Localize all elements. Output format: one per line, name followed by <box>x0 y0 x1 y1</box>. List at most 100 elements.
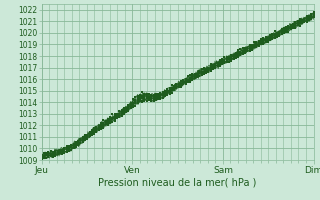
Point <box>309 12 314 16</box>
Point <box>94 127 99 130</box>
Point <box>128 104 133 107</box>
Point <box>254 45 259 49</box>
Point <box>39 155 44 158</box>
Point <box>279 32 284 35</box>
Point <box>293 22 298 25</box>
Point <box>73 145 78 148</box>
Point <box>176 82 181 86</box>
Point <box>117 114 122 117</box>
Point <box>153 95 158 98</box>
Point <box>140 94 145 98</box>
Point <box>224 58 229 61</box>
Point <box>126 107 131 110</box>
Point <box>101 123 106 127</box>
Point <box>140 94 145 97</box>
Point <box>163 95 168 98</box>
Point <box>135 102 140 105</box>
Point <box>245 49 250 53</box>
Point <box>101 125 106 128</box>
Point <box>158 92 163 95</box>
Point <box>279 27 284 31</box>
Point <box>224 55 229 58</box>
Point <box>69 144 74 147</box>
Point <box>302 18 307 21</box>
Point <box>291 26 296 30</box>
Point <box>51 151 56 154</box>
Point <box>48 153 53 157</box>
Point <box>281 32 286 35</box>
Point <box>112 113 117 116</box>
Point <box>284 28 289 31</box>
Point <box>115 116 120 119</box>
Point <box>286 26 291 30</box>
Point <box>169 89 174 92</box>
Point <box>185 74 190 78</box>
Point <box>85 133 90 136</box>
Point <box>96 126 101 129</box>
Point <box>195 72 200 76</box>
Point <box>55 151 60 154</box>
Point <box>147 97 152 101</box>
Point <box>112 119 117 122</box>
Point <box>192 74 197 77</box>
Point <box>147 99 152 102</box>
Point <box>153 98 158 101</box>
Point <box>204 71 209 75</box>
Point <box>174 83 179 86</box>
Point <box>281 28 286 32</box>
Point <box>87 133 92 136</box>
Point <box>76 142 81 145</box>
Point <box>55 150 60 153</box>
Point <box>69 146 74 149</box>
Point <box>199 73 204 76</box>
Point <box>265 39 270 42</box>
Point <box>309 15 314 18</box>
Point <box>39 157 44 161</box>
Point <box>176 82 181 86</box>
Point <box>302 18 307 22</box>
Point <box>297 19 302 22</box>
Point <box>115 114 120 117</box>
Point <box>115 114 120 117</box>
Point <box>96 128 101 131</box>
Point <box>57 151 62 155</box>
Point <box>249 44 254 47</box>
Point <box>53 149 58 153</box>
Point <box>112 113 117 117</box>
Point <box>160 90 165 93</box>
Point <box>124 106 129 109</box>
Point <box>199 70 204 73</box>
Point <box>204 69 209 72</box>
Point <box>220 63 225 66</box>
Point <box>229 56 234 59</box>
Point <box>211 66 216 69</box>
Point <box>167 92 172 95</box>
Point <box>80 140 85 143</box>
Point <box>238 51 243 54</box>
Point <box>185 78 190 82</box>
Point <box>176 84 181 87</box>
Point <box>53 150 58 154</box>
Point <box>311 13 316 16</box>
Point <box>307 15 312 18</box>
Point <box>213 64 218 67</box>
Point <box>126 105 131 108</box>
Point <box>249 48 254 52</box>
Point <box>197 74 202 78</box>
Point <box>297 21 302 24</box>
Point <box>73 146 78 149</box>
Point <box>137 99 142 102</box>
Point <box>279 29 284 32</box>
Point <box>176 85 181 88</box>
Point <box>252 45 257 48</box>
Point <box>142 94 147 97</box>
Point <box>41 157 46 160</box>
Point <box>233 53 238 56</box>
Point <box>64 150 69 153</box>
Point <box>137 96 142 99</box>
Point <box>172 89 177 92</box>
Point <box>183 80 188 83</box>
Point <box>78 138 83 142</box>
Point <box>101 126 106 129</box>
Point <box>247 48 252 51</box>
